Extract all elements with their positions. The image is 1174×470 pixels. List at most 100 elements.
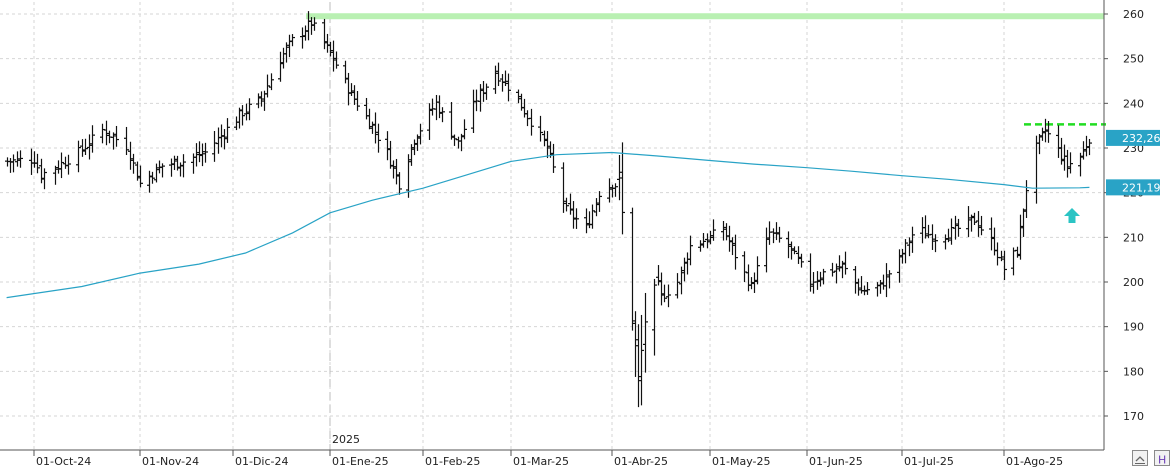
ohlc-bar (459, 133, 464, 152)
ohlc-bar (1043, 118, 1048, 143)
ohlc-bar (742, 251, 747, 283)
svg-text:H: H (1158, 454, 1166, 467)
ohlc-bar (786, 231, 791, 259)
ohlc-bar (147, 170, 152, 193)
ohlc-bar (639, 314, 644, 406)
ohlc-bar (818, 271, 823, 287)
ohlc-bar (617, 155, 622, 201)
ohlc-bar (607, 178, 612, 203)
ohlc-bar (42, 168, 47, 190)
ohlc-bar (529, 108, 534, 136)
ohlc-bar (821, 268, 826, 285)
ohlc-bar (545, 131, 550, 159)
ohlc-bar (815, 271, 820, 290)
y-tick-label: 260 (1123, 8, 1144, 21)
ohlc-bar (708, 230, 713, 245)
ohlc-bar (290, 34, 295, 47)
ohlc-bar (278, 51, 283, 82)
history-button[interactable]: H (1154, 450, 1170, 467)
year-marker-label: 2025 (332, 433, 360, 446)
ohlc-bar (633, 311, 638, 377)
ohlc-bar (35, 153, 40, 174)
ohlc-bar (675, 273, 680, 299)
ohlc-bar (376, 123, 381, 153)
ohlc-bar (222, 129, 227, 150)
ohlc-bar (946, 228, 951, 243)
last-price-label: 232,26 (1122, 132, 1161, 145)
ohlc-bar (349, 83, 354, 96)
ohlc-bar (135, 161, 140, 181)
ohlc-bar (538, 115, 543, 142)
ohlc-bar (701, 233, 706, 248)
ohlc-bar (656, 265, 661, 286)
ohlc-bar (76, 140, 81, 173)
ohlc-bar (53, 165, 58, 185)
ohlc-bar (584, 208, 589, 234)
y-tick-label: 180 (1123, 365, 1144, 378)
ohlc-bar (594, 198, 599, 217)
ohlc-bar (1002, 250, 1007, 281)
chart-axes: 17018019020021022023024025026001-Oct-240… (0, 0, 1144, 468)
resistance-band (306, 13, 1104, 20)
ohlc-bar (373, 112, 378, 144)
ohlc-bar (636, 324, 641, 408)
ohlc-bar (887, 270, 892, 289)
last-price-tag: 232,26 (1106, 129, 1161, 146)
ohlc-bar (104, 120, 109, 146)
ohlc-bar (969, 214, 974, 232)
ohlc-bar (516, 89, 521, 104)
ohlc-bar (322, 18, 327, 50)
ma-value-tag: 221,19 (1106, 179, 1161, 196)
ohlc-bar (437, 95, 442, 119)
ohlc-bar (11, 154, 16, 173)
ohlc-bar (907, 237, 912, 257)
ohlc-bar (590, 204, 595, 229)
ohlc-bar (897, 249, 902, 283)
ohlc-bar (705, 233, 710, 249)
ohlc-bar (412, 139, 417, 156)
x-tick-label: 01-Abr-25 (614, 455, 668, 468)
ohlc-bar (903, 239, 908, 264)
ohlc-bar (652, 278, 657, 356)
ohlc-bar (856, 278, 861, 296)
ohlc-bar (418, 123, 423, 145)
ohlc-bar (172, 155, 177, 171)
ohlc-bar (884, 263, 889, 298)
ohlc-bar (1087, 138, 1092, 156)
ohlc-bar (114, 125, 119, 147)
ohlc-bar (175, 155, 180, 171)
ohlc-bar (493, 65, 498, 94)
ohlc-bar (503, 70, 508, 87)
ohlc-bar (910, 226, 915, 253)
ohlc-bar (542, 130, 547, 147)
ohlc-bar (682, 257, 687, 282)
ohlc-bar (370, 121, 375, 134)
ohlc-bar (355, 90, 360, 111)
x-tick-label: 01-Dic-24 (235, 455, 289, 468)
ohlc-bar (679, 266, 684, 295)
ohlc-bar (247, 98, 252, 121)
ohlc-bar (87, 134, 92, 160)
ohlc-bar (561, 162, 566, 213)
minimize-button[interactable] (1132, 450, 1148, 466)
ohlc-bar (853, 266, 858, 294)
ohlc-bar (194, 143, 199, 167)
ohlc-bar (1078, 152, 1083, 177)
ohlc-bar (150, 171, 155, 184)
ohlc-bar (225, 118, 230, 143)
chart-overlays (306, 13, 1106, 223)
ohlc-bar (1018, 214, 1023, 260)
x-tick-label: 01-Feb-25 (425, 455, 480, 468)
ohlc-bar (979, 215, 984, 236)
price-bars (5, 11, 1092, 408)
ma-value-label: 221,19 (1122, 181, 1161, 194)
ohlc-bar (749, 277, 754, 290)
ohlc-bar (39, 158, 44, 184)
ohlc-bar (397, 172, 402, 195)
ohlc-bar (564, 197, 569, 212)
ohlc-bar (1081, 141, 1086, 160)
ohlc-bar (406, 154, 411, 198)
y-tick-label: 250 (1123, 53, 1144, 66)
ohlc-bar (574, 208, 579, 229)
ohlc-bar (999, 250, 1004, 262)
